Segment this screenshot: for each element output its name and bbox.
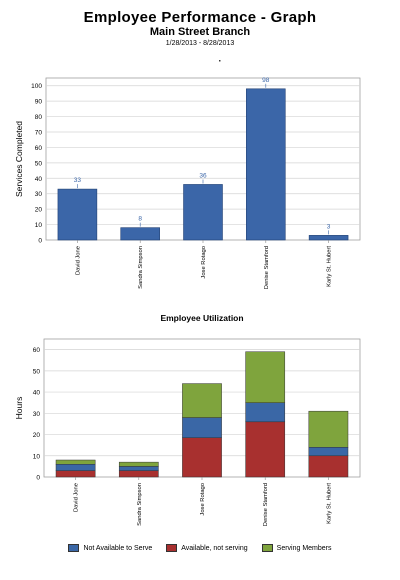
y-tick-label: 70 (35, 130, 43, 137)
legend-item-serving-members: Serving Members (261, 544, 332, 552)
bar-not-available-to-serve-denise-stamford (245, 402, 286, 423)
y-tick-label: 20 (35, 207, 43, 214)
bar-david-jone (57, 188, 98, 241)
bar-serving-members-sandra-simpson (118, 461, 159, 467)
bar-available-not-serving-jose-rotago (182, 437, 222, 478)
legend-swatch (166, 544, 178, 552)
bar-serving-members-david-jone (55, 459, 96, 465)
chart-title: Employee Utilization (160, 315, 243, 323)
x-tick-label: David Jone (74, 483, 80, 512)
x-tick-label: Karly St. Hubert (326, 483, 332, 524)
x-tick-label: David Jone (75, 246, 81, 275)
bar-not-available-to-serve-karly-st-hubert (308, 447, 349, 457)
date-range: 1/28/2013 - 8/28/2013 (165, 40, 235, 47)
report-title: Employee Performance - Graph (83, 9, 317, 26)
legend-item-not-available-to-serve: Not Available to Serve (68, 544, 152, 552)
employee-utilization-chart: Employee Utilization 0 10 20 30 40 50 60 Hours Da… (14, 315, 361, 526)
y-tick-label: 20 (33, 432, 41, 439)
x-tick-label: Jose Rotago (200, 483, 206, 516)
x-tick-label: Denise Stamford (264, 246, 270, 289)
report-subtitle: Main Street Branch (149, 26, 251, 38)
x-tick-label: Sandra Simpson (138, 246, 144, 289)
services-completed-chart: Services Completed 0 10 20 30 40 50 60 70 80 90 100… (14, 60, 361, 289)
chart-title: Services Completed (162, 60, 243, 62)
y-tick-label: 80 (35, 114, 43, 121)
y-tick-label: 50 (35, 160, 43, 167)
legend-label: Not Available to Serve (83, 544, 153, 552)
x-tick-label: Karly St. Hubert (327, 246, 333, 287)
x-tick-label: Sandra Simpson (137, 483, 143, 526)
y-tick-label: 50 (33, 368, 41, 375)
bar-available-not-serving-denise-stamford (245, 421, 286, 478)
legend-label: Available, not serving (181, 544, 248, 552)
y-tick-label: 0 (36, 475, 40, 482)
y-tick-label: 90 (35, 99, 43, 106)
chart-legend: Not Available to Serve Available, not ser… (0, 544, 400, 552)
bar-serving-members-jose-rotago (182, 383, 222, 418)
legend-swatch (68, 544, 80, 552)
legend-swatch (261, 544, 273, 552)
y-tick-label: 30 (33, 411, 41, 418)
bar-denise-stamford (246, 88, 286, 241)
x-tick-label: Jose Rotago (201, 246, 207, 279)
legend-label: Serving Members (276, 544, 332, 552)
y-tick-label: 10 (33, 453, 41, 460)
y-tick-label: 100 (31, 83, 42, 90)
x-tick-label: Denise Stamford (263, 483, 269, 526)
data-label-sandra-simpson: 8 (138, 216, 142, 223)
y-tick-label: 0 (38, 238, 42, 245)
data-label-karly-st-hubert: 3 (327, 223, 331, 230)
data-label-denise-stamford: 98 (262, 77, 270, 84)
bar-not-available-to-serve-jose-rotago (182, 417, 222, 438)
y-tick-label: 40 (35, 176, 43, 183)
data-label-jose-rotago: 36 (199, 172, 207, 179)
data-label-david-jone: 33 (74, 177, 82, 184)
bar-available-not-serving-david-jone (55, 470, 96, 478)
bar-available-not-serving-karly-st-hubert (308, 455, 349, 478)
y-axis-label: Hours (14, 397, 24, 420)
bar-jose-rotago (183, 184, 223, 241)
y-tick-label: 40 (33, 390, 41, 397)
bar-serving-members-denise-stamford (245, 351, 286, 403)
y-tick-label: 10 (35, 222, 43, 229)
y-tick-label: 60 (35, 145, 43, 152)
y-tick-label: 60 (33, 347, 41, 354)
legend-item-available-not-serving: Available, not serving (166, 544, 248, 552)
bar-not-available-to-serve-david-jone (55, 464, 96, 471)
bar-not-available-to-serve-sandra-simpson (118, 466, 159, 471)
bar-serving-members-karly-st-hubert (308, 410, 349, 448)
bar-sandra-simpson (120, 227, 160, 241)
y-tick-label: 30 (35, 191, 43, 198)
y-axis-label: Services Completed (14, 121, 24, 197)
bar-available-not-serving-sandra-simpson (118, 470, 159, 478)
bar-karly-st-hubert (308, 235, 349, 241)
